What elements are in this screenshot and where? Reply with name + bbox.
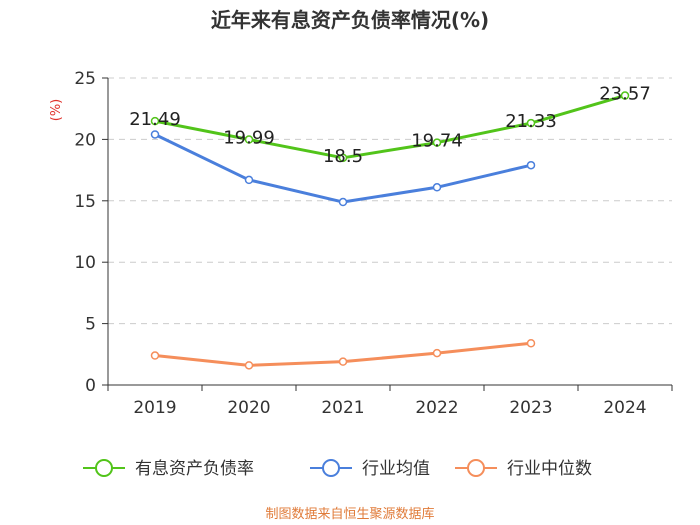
- series-line-1: [154, 133, 532, 204]
- x-tick-label: 2020: [227, 398, 270, 418]
- data-point-1: [150, 130, 160, 139]
- data-point-0: [150, 116, 160, 126]
- y-tick-labels: 0 5 10 15 20 25: [74, 69, 96, 396]
- y-tick-label: 25: [74, 69, 96, 89]
- legend-label-0: 有息资产负债率: [135, 459, 254, 479]
- y-axis-label: (%): [49, 99, 64, 122]
- x-tick-label: 2023: [509, 398, 552, 418]
- data-point-0: [244, 135, 254, 144]
- axes: [102, 77, 673, 391]
- source-note: 制图数据来自恒生聚源数据库: [265, 506, 434, 522]
- data-point-2: [244, 361, 254, 370]
- data-point-1: [526, 160, 536, 170]
- x-tick-label: 2019: [133, 398, 176, 418]
- y-tick-label: 0: [85, 376, 96, 396]
- data-point-0: [526, 118, 536, 128]
- y-tick-label: 15: [74, 192, 96, 212]
- series-line-0: [154, 94, 626, 160]
- data-point-0: [620, 91, 630, 100]
- legend-marker-1: [322, 459, 340, 477]
- data-label: 19.99: [223, 128, 275, 149]
- legend-label-1: 行业均值: [362, 459, 430, 479]
- data-point-1: [244, 175, 254, 185]
- data-point-0: [432, 138, 442, 147]
- data-point-2: [526, 338, 536, 348]
- y-tick-label: 10: [74, 253, 96, 273]
- data-point-0: [338, 153, 348, 163]
- legend-marker-2: [467, 459, 485, 477]
- y-tick-label: 5: [85, 315, 96, 335]
- legend: 有息资产负债率 行业均值 行业中位数: [83, 459, 592, 479]
- data-label: 21.33: [505, 111, 557, 132]
- data-point-2: [150, 351, 160, 360]
- data-label: 19.74: [411, 131, 463, 152]
- data-point-2: [338, 357, 348, 366]
- data-point-2: [432, 348, 442, 358]
- data-point-1: [338, 197, 348, 207]
- data-label: 18.5: [323, 146, 363, 167]
- legend-marker-0: [95, 459, 113, 477]
- data-label: 21.49: [129, 109, 181, 130]
- series-group: [150, 91, 630, 370]
- x-tick-label: 2024: [603, 398, 646, 418]
- data-labels: 21.49 19.99 18.5 19.74 21.33 23.57: [129, 84, 651, 167]
- x-tick-label: 2021: [321, 398, 364, 418]
- gridlines: [108, 77, 672, 325]
- data-label: 23.57: [599, 84, 651, 105]
- x-tick-labels: 2019 2020 2021 2022 2023 2024: [133, 398, 646, 418]
- legend-label-2: 行业中位数: [507, 459, 592, 479]
- data-point-1: [432, 183, 442, 192]
- chart-title: 近年来有息资产负债率情况(%): [211, 8, 489, 32]
- x-tick-label: 2022: [415, 398, 458, 418]
- y-tick-label: 20: [74, 130, 96, 150]
